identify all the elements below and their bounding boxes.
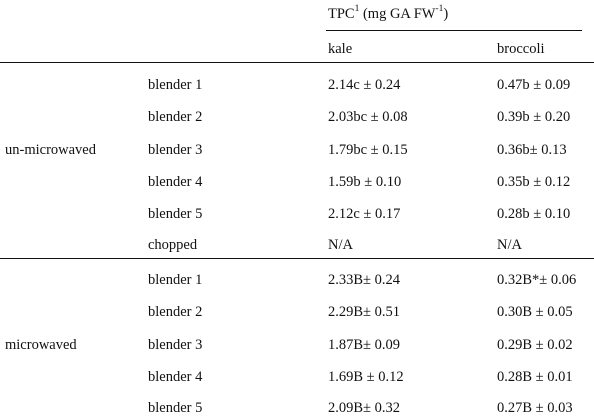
row-broccoli-value: 0.47b ± 0.09 <box>497 77 571 93</box>
group-label-unmicrowaved: un-microwaved <box>5 142 96 158</box>
column-header-broccoli: broccoli <box>497 41 545 57</box>
row-broccoli-value: 0.30B ± 0.05 <box>497 304 573 320</box>
row-kale-value: 1.87B± 0.09 <box>328 337 401 353</box>
tpc-unit-exponent: -1 <box>435 4 444 15</box>
group-label-microwaved: microwaved <box>5 337 77 353</box>
table-top-rule <box>0 62 594 63</box>
row-kale-value: 2.03bc ± 0.08 <box>328 109 408 125</box>
row-kale-value: 1.79bc ± 0.15 <box>328 142 408 158</box>
tpc-footnote-marker: 1 <box>354 4 360 15</box>
tpc-label: TPC <box>328 6 355 22</box>
tpc-unit-prefix: (mg GA FW <box>362 6 436 22</box>
row-kale-value: 2.14c ± 0.24 <box>328 77 401 93</box>
row-broccoli-value: 0.39b ± 0.20 <box>497 109 571 125</box>
tpc-unit-suffix: ) <box>443 6 449 22</box>
row-method: blender 4 <box>148 369 203 385</box>
row-broccoli-value: 0.28b ± 0.10 <box>497 206 571 222</box>
row-method: blender 3 <box>148 337 203 353</box>
row-method: blender 4 <box>148 174 203 190</box>
header-rule <box>326 30 582 31</box>
row-kale-value: N/A <box>328 237 353 253</box>
row-broccoli-value: 0.28B ± 0.01 <box>497 369 573 385</box>
tpc-header: TPC1 (mg GA FW-1) <box>328 4 449 23</box>
row-method: blender 2 <box>148 109 203 125</box>
row-method: chopped <box>148 237 198 253</box>
row-broccoli-value: 0.32B*± 0.06 <box>497 272 577 288</box>
row-broccoli-value: 0.27B ± 0.03 <box>497 400 573 416</box>
row-method: blender 5 <box>148 400 203 416</box>
row-broccoli-value: 0.36b± 0.13 <box>497 142 567 158</box>
row-method: blender 3 <box>148 142 203 158</box>
row-method: blender 5 <box>148 206 203 222</box>
row-kale-value: 2.12c ± 0.17 <box>328 206 401 222</box>
row-broccoli-value: 0.29B ± 0.02 <box>497 337 573 353</box>
row-kale-value: 2.29B± 0.51 <box>328 304 401 320</box>
group-divider-rule <box>0 258 594 259</box>
row-broccoli-value: N/A <box>497 237 522 253</box>
column-header-kale: kale <box>328 41 353 57</box>
row-kale-value: 2.09B± 0.32 <box>328 400 401 416</box>
row-broccoli-value: 0.35b ± 0.12 <box>497 174 571 190</box>
row-kale-value: 2.33B± 0.24 <box>328 272 401 288</box>
row-method: blender 1 <box>148 77 203 93</box>
row-method: blender 2 <box>148 304 203 320</box>
row-method: blender 1 <box>148 272 203 288</box>
row-kale-value: 1.69B ± 0.12 <box>328 369 404 385</box>
row-kale-value: 1.59b ± 0.10 <box>328 174 402 190</box>
